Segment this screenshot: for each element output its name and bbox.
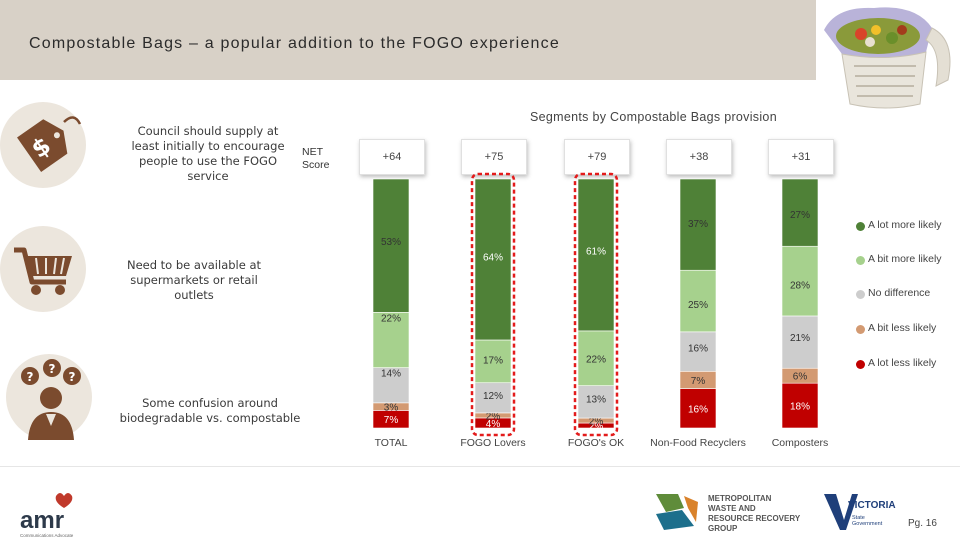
legend-swatch-0 <box>856 222 865 231</box>
legend-swatch-1 <box>856 256 865 265</box>
data-label-2-1: 2% <box>589 417 604 428</box>
data-label-4-4: 27% <box>790 210 810 221</box>
bar-segment-2-4 <box>577 178 615 332</box>
person-icon-circle: ? ? ? <box>6 354 92 440</box>
category-label-1: FOGO Lovers <box>460 437 525 449</box>
cart-icon-circle <box>0 226 86 312</box>
data-label-1-2: 12% <box>483 391 503 402</box>
data-label-1-4: 64% <box>483 252 503 263</box>
data-label-3-4: 37% <box>688 219 708 230</box>
data-label-2-0: 2% <box>589 422 604 433</box>
victoria-sub2: Government <box>852 521 883 527</box>
bar-segment-3-0 <box>679 388 717 429</box>
highlight-box-1 <box>470 172 516 437</box>
legend-swatch-4 <box>856 360 865 369</box>
legend-label-0: A lot more likely <box>868 219 942 231</box>
bar-segment-2-2 <box>577 385 615 419</box>
victoria-government-logo: VICTORIA State Government <box>824 494 896 530</box>
legend-label-1: A bit more likely <box>868 253 942 265</box>
data-label-3-0: 16% <box>688 404 708 415</box>
net-score-box-3: +38 <box>666 139 732 175</box>
data-label-0-1: 3% <box>384 403 399 414</box>
data-label-1-0: 4% <box>486 419 501 430</box>
page-number: Pg. 16 <box>908 518 937 529</box>
metro-line1: METROPOLITAN <box>708 494 772 503</box>
tag-icon-circle: $ <box>0 102 86 188</box>
confused-person-icon: ? ? ? <box>21 359 81 440</box>
data-label-2-2: 13% <box>586 395 606 406</box>
data-label-0-0: 7% <box>384 415 399 426</box>
insight-confusion-text: Some confusion around biodegradable vs. … <box>119 396 301 425</box>
legend-swatch-2 <box>856 290 865 299</box>
svg-text:?: ? <box>27 370 34 384</box>
bar-segment-3-2 <box>679 331 717 372</box>
shopping-cart-icon <box>14 247 72 295</box>
amr-logo: amr Communications Advocate <box>20 493 74 538</box>
net-score-box-2: +79 <box>564 139 630 175</box>
data-label-0-4: 53% <box>381 237 401 248</box>
insight-supply-text: Council should supply at least initially… <box>131 124 285 183</box>
legend-label-4: A lot less likely <box>868 357 937 369</box>
data-label-4-3: 28% <box>790 281 810 292</box>
data-label-4-1: 6% <box>793 372 808 383</box>
data-label-0-2: 14% <box>381 369 401 380</box>
footer-divider <box>0 466 960 467</box>
metro-line4: GROUP <box>708 524 738 533</box>
amr-logo-text: amr <box>20 507 64 534</box>
legend-label-2: No difference <box>868 287 931 299</box>
page-title: Compostable Bags – a popular addition to… <box>29 35 560 52</box>
data-label-3-2: 16% <box>688 344 708 355</box>
victoria-sub1: State <box>852 515 865 521</box>
data-label-0-3: 22% <box>381 313 401 324</box>
bar-segment-1-2 <box>474 382 512 414</box>
category-label-2: FOGO's OK <box>568 437 624 449</box>
data-label-2-3: 22% <box>586 354 606 365</box>
header-band <box>0 0 960 80</box>
victoria-text: VICTORIA <box>848 500 896 511</box>
insight-retail-text: Need to be available at supermarkets or … <box>126 258 262 302</box>
metro-line3: RESOURCE RECOVERY <box>708 514 801 523</box>
data-label-1-1: 2% <box>486 411 501 422</box>
net-score-label: NET Score <box>302 146 330 171</box>
bar-segment-1-4 <box>474 178 512 341</box>
net-score-box-0: +64 <box>359 139 425 175</box>
legend-label-3: A bit less likely <box>868 322 937 334</box>
compost-bin-photo <box>816 0 960 118</box>
data-label-4-2: 21% <box>790 333 810 344</box>
bar-segment-3-4 <box>679 178 717 271</box>
metro-line2: WASTE AND <box>708 504 756 513</box>
svg-text:?: ? <box>69 370 76 384</box>
svg-text:?: ? <box>49 362 56 376</box>
category-label-4: Composters <box>772 437 829 449</box>
bar-segment-4-4 <box>781 178 819 247</box>
data-label-2-4: 61% <box>586 246 606 257</box>
bar-segment-0-4 <box>372 178 410 313</box>
data-label-3-3: 25% <box>688 300 708 311</box>
data-label-1-3: 17% <box>483 355 503 366</box>
category-label-0: TOTAL <box>375 437 408 449</box>
legend-swatch-3 <box>856 325 865 334</box>
data-label-4-0: 18% <box>790 402 810 413</box>
data-label-3-1: 7% <box>691 376 706 387</box>
net-score-box-1: +75 <box>461 139 527 175</box>
highlight-box-2 <box>573 172 619 437</box>
category-label-3: Non-Food Recyclers <box>650 437 746 449</box>
metropolitan-waste-logo: METROPOLITAN WASTE AND RESOURCE RECOVERY… <box>656 494 801 533</box>
bar-segment-4-2 <box>781 315 819 369</box>
price-tag-dollar-icon: $ <box>17 116 82 172</box>
bar-segment-4-3 <box>781 245 819 317</box>
net-score-box-4: +31 <box>768 139 834 175</box>
amr-logo-tagline: Communications Advocate <box>20 533 74 538</box>
chart-title: Segments by Compostable Bags provision <box>530 110 777 124</box>
